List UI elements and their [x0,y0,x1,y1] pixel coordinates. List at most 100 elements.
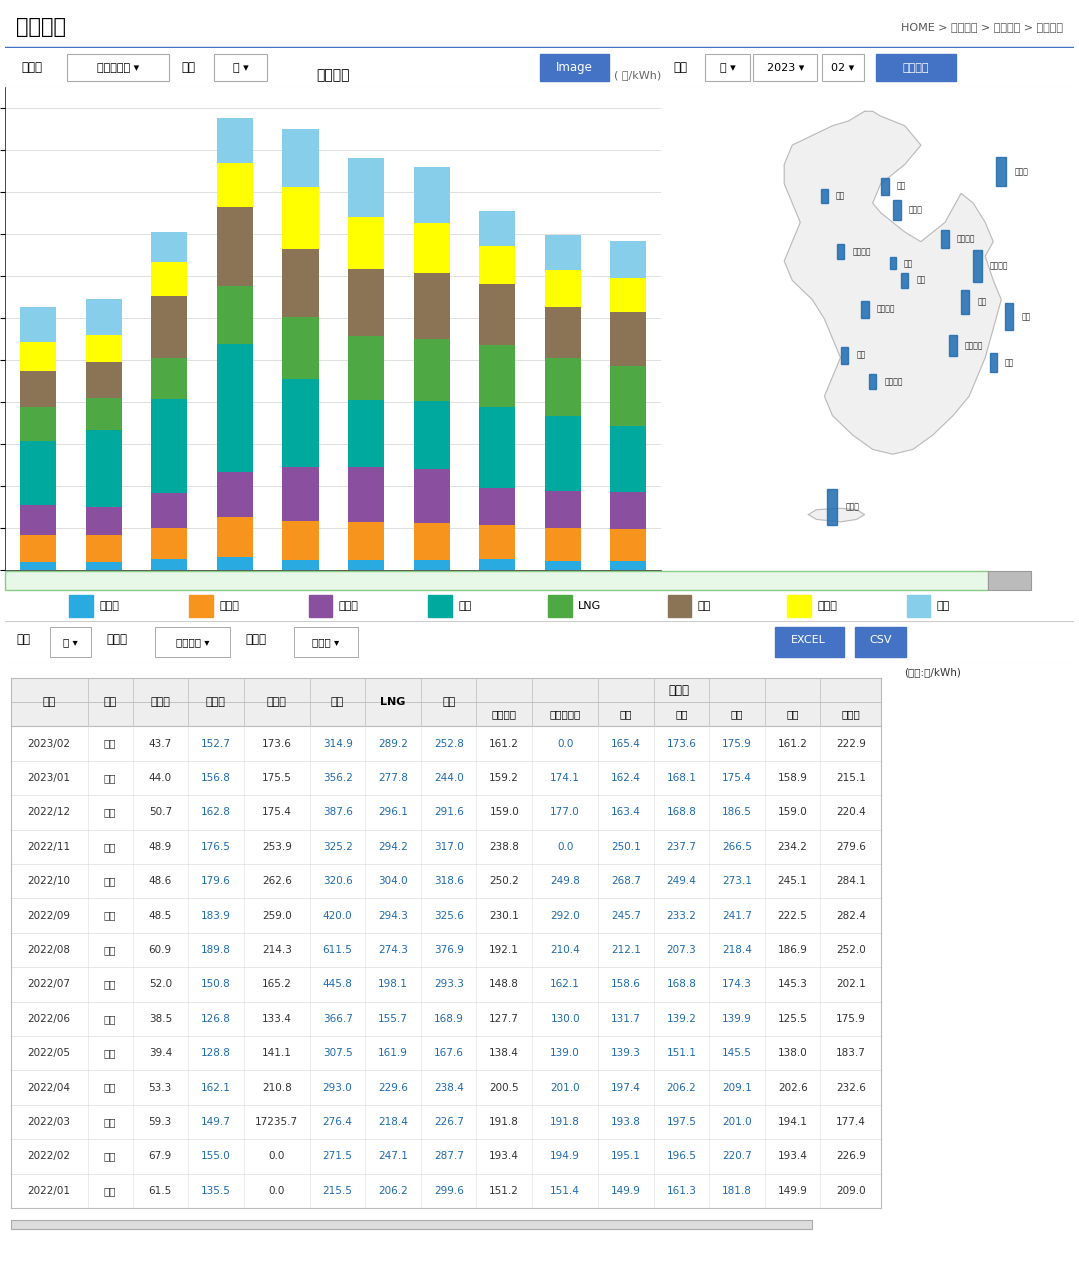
Text: 2022/02: 2022/02 [28,1152,71,1161]
Text: 168.8: 168.8 [667,807,697,817]
Text: 210.4: 210.4 [550,945,581,955]
Text: 287.7: 287.7 [434,1152,464,1161]
Text: 214.3: 214.3 [262,945,291,955]
Text: 합계: 합계 [104,1116,117,1127]
Text: 합계: 합계 [104,910,117,920]
Bar [413,401,450,470]
Text: 202.6: 202.6 [778,1082,807,1092]
Text: 192.1: 192.1 [489,945,519,955]
Bar [413,470,450,523]
Bar [611,528,646,561]
Text: 48.9: 48.9 [149,841,172,852]
Text: 경상북도: 경상북도 [989,261,1008,270]
Text: 합계: 합계 [104,1186,117,1195]
Text: 207.3: 207.3 [667,945,696,955]
Bar [217,163,252,207]
Text: 252.0: 252.0 [836,945,865,955]
FancyBboxPatch shape [775,628,844,657]
Text: 249.4: 249.4 [667,876,697,886]
Bar [611,278,646,312]
Text: 273.1: 273.1 [722,876,752,886]
Text: 234.2: 234.2 [778,841,807,852]
Bar [880,178,889,195]
Text: 262.6: 262.6 [262,876,291,886]
Text: 222.5: 222.5 [778,910,807,920]
Text: 320.6: 320.6 [323,876,353,886]
Bar [413,272,450,340]
Text: CSV: CSV [869,635,891,645]
Text: 2022/11: 2022/11 [28,841,71,852]
Bar [869,374,876,390]
Text: 175.9: 175.9 [836,1013,865,1023]
Text: 60.9: 60.9 [149,945,172,955]
Bar [283,130,318,187]
Text: 유류: 유류 [459,601,472,611]
Text: 307.5: 307.5 [323,1048,353,1058]
Text: 151.4: 151.4 [550,1186,581,1195]
Text: 139.0: 139.0 [550,1048,581,1058]
Text: 원자력: 원자력 [150,698,170,708]
FancyBboxPatch shape [988,572,1030,589]
FancyBboxPatch shape [51,628,91,657]
Text: 193.4: 193.4 [778,1152,807,1161]
Text: 48.6: 48.6 [149,876,172,886]
Text: 245.1: 245.1 [778,876,807,886]
Bar [1006,303,1013,330]
Bar [85,561,122,570]
Text: 156.8: 156.8 [201,773,231,783]
Text: 기타: 기타 [937,601,951,611]
Bar [349,560,384,570]
Bar [217,286,252,344]
Bar [85,508,122,536]
Bar [151,400,188,493]
Text: 신재생: 신재생 [817,601,837,611]
FancyBboxPatch shape [11,727,882,761]
Text: 202.1: 202.1 [836,979,865,989]
Bar [611,426,646,493]
Text: 163.4: 163.4 [611,807,641,817]
Text: 162.8: 162.8 [201,807,231,817]
FancyBboxPatch shape [155,628,230,657]
Text: 월 ▾: 월 ▾ [720,62,736,73]
Text: 연료전지: 연료전지 [492,709,517,719]
Text: Image: Image [557,61,593,74]
Bar [950,335,957,356]
Text: 월 ▾: 월 ▾ [233,62,248,73]
Bar [996,157,1007,186]
Text: 바이오: 바이오 [842,709,860,719]
Bar [545,561,581,570]
Text: 150.8: 150.8 [201,979,231,989]
Bar [413,167,450,223]
Text: 277.8: 277.8 [379,773,408,783]
Bar [611,561,646,570]
Bar [479,211,516,247]
Text: 주기: 주기 [181,61,195,74]
Text: 161.2: 161.2 [778,738,807,749]
Bar [85,335,122,363]
Text: 196.5: 196.5 [667,1152,697,1161]
Bar [217,344,252,472]
FancyBboxPatch shape [11,1105,882,1139]
Text: 181.8: 181.8 [722,1186,752,1195]
Text: 대전: 대전 [916,276,926,285]
FancyBboxPatch shape [67,53,168,81]
Text: 158.9: 158.9 [778,773,807,783]
Polygon shape [808,508,864,522]
Text: 250.2: 250.2 [490,876,519,886]
Text: 194.9: 194.9 [550,1152,581,1161]
Text: 247.1: 247.1 [379,1152,408,1161]
Text: 209.0: 209.0 [836,1186,865,1195]
Text: 세종: 세종 [904,258,913,267]
Text: 314.9: 314.9 [323,738,353,749]
Text: 무연탄: 무연탄 [339,601,358,611]
Text: 유류: 유류 [331,698,344,708]
Text: 합계: 합계 [104,738,117,749]
Text: 274.3: 274.3 [379,945,408,955]
FancyBboxPatch shape [11,1220,811,1230]
Text: 317.0: 317.0 [434,841,464,852]
Text: 61.5: 61.5 [149,1186,172,1195]
Text: 소수점: 소수점 [246,634,267,647]
Bar [413,223,450,272]
Text: 237.7: 237.7 [667,841,697,852]
Bar [479,407,516,489]
